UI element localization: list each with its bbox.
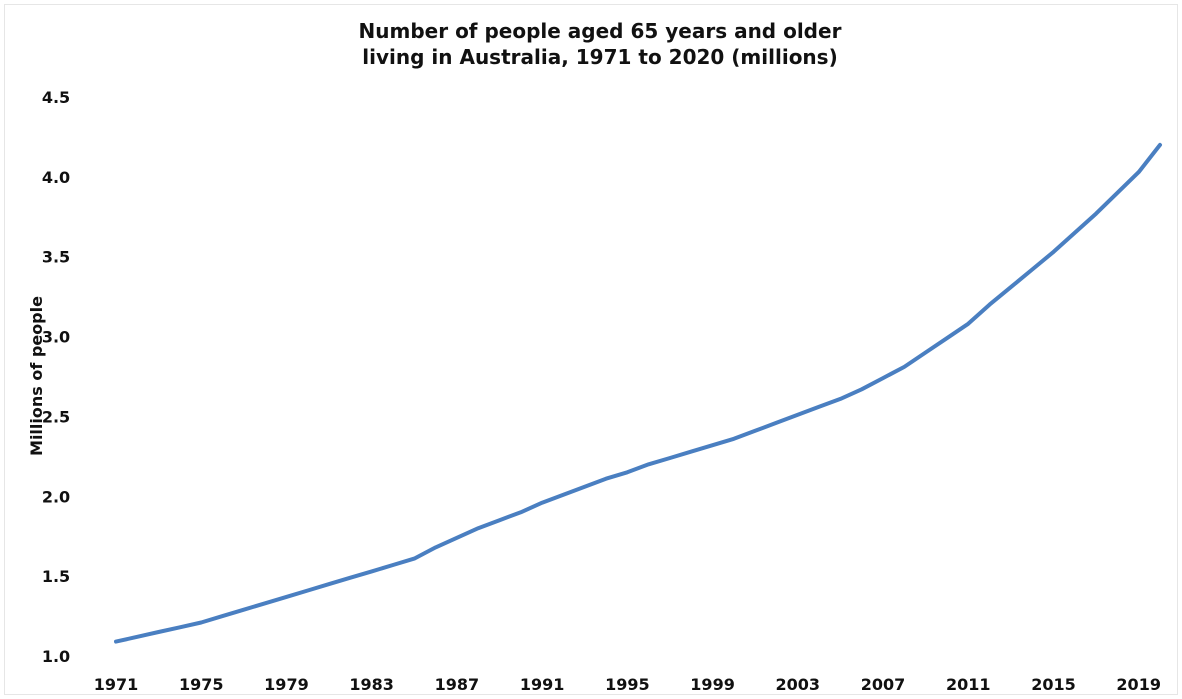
x-tick-label: 1975 [179,675,224,694]
chart-title-line-2: living in Australia, 1971 to 2020 (milli… [362,45,838,69]
x-tick-label: 2011 [946,675,991,694]
y-axis-ticks: 1.0 1.5 2.0 2.5 3.0 3.5 4.0 4.5 [42,88,70,666]
y-tick-label: 3.5 [42,248,70,267]
y-tick-label: 4.0 [42,168,70,187]
chart-frame [4,4,1178,695]
chart-title-line-1: Number of people aged 65 years and older [358,19,842,43]
y-tick-label: 2.5 [42,407,70,426]
x-tick-label: 1999 [690,675,735,694]
series-line [114,142,1162,644]
y-tick-label: 1.0 [42,647,70,666]
x-tick-label: 1995 [605,675,650,694]
x-tick-label: 1991 [520,675,565,694]
x-axis-ticks: 1971 1975 1979 1983 1987 1991 1995 1999 2003 2007… [94,675,1161,694]
x-tick-label: 2007 [861,675,906,694]
x-tick-label: 2019 [1116,675,1161,694]
x-tick-label: 1971 [94,675,139,694]
x-tick-label: 1987 [435,675,480,694]
y-tick-label: 4.5 [42,88,70,107]
x-tick-label: 2015 [1031,675,1076,694]
y-tick-label: 3.0 [42,328,70,347]
x-tick-label: 1983 [349,675,394,694]
x-tick-label: 2003 [776,675,821,694]
y-tick-label: 2.0 [42,487,70,506]
x-tick-label: 1979 [264,675,309,694]
y-axis-label: Millions of people [27,296,46,456]
y-tick-label: 1.5 [42,567,70,586]
chart-title: Number of people aged 65 years and older… [0,18,1182,70]
